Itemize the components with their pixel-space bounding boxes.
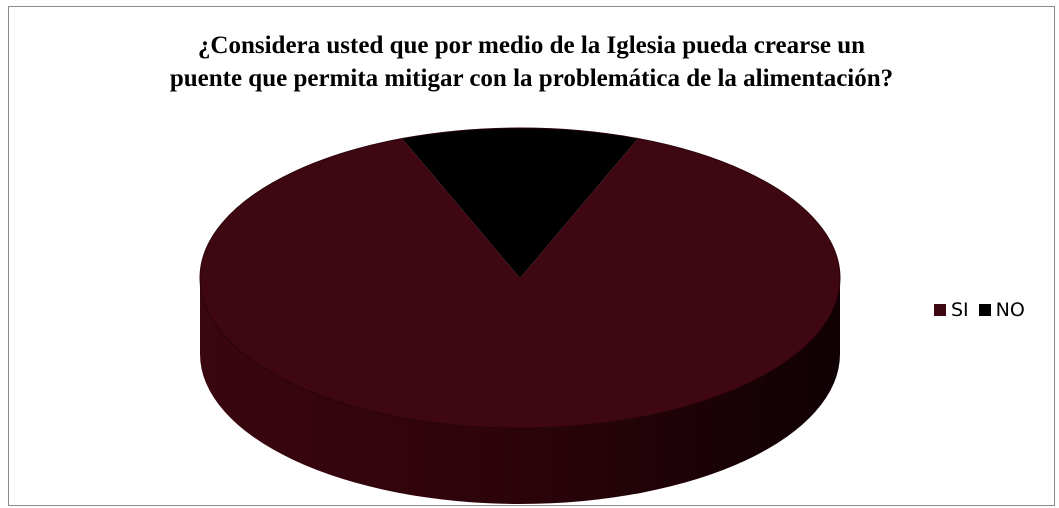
chart-title-line-2: puente que permita mitigar con la proble… — [169, 65, 894, 92]
legend-swatch-no — [978, 304, 991, 316]
legend-label-no: NO — [995, 299, 1025, 321]
pie-chart — [199, 127, 841, 504]
pie-slice-si — [199, 138, 840, 429]
pie-top-rim — [199, 127, 841, 429]
pie-side-wall-si — [200, 278, 840, 504]
pie-slice-no — [402, 128, 638, 278]
legend-swatch-si — [934, 304, 946, 316]
chart-title-line-1: ¿Considera usted que por medio de la Igl… — [197, 32, 866, 59]
chart-frame: ¿Considera usted que por medio de la Igl… — [8, 6, 1055, 506]
chart-title: ¿Considera usted que por medio de la Igl… — [29, 29, 1034, 95]
legend-label-si: SI — [951, 299, 969, 321]
legend: SI NO — [934, 299, 1035, 321]
legend-item-no: NO — [978, 299, 1025, 321]
legend-item-si: SI — [934, 299, 969, 321]
